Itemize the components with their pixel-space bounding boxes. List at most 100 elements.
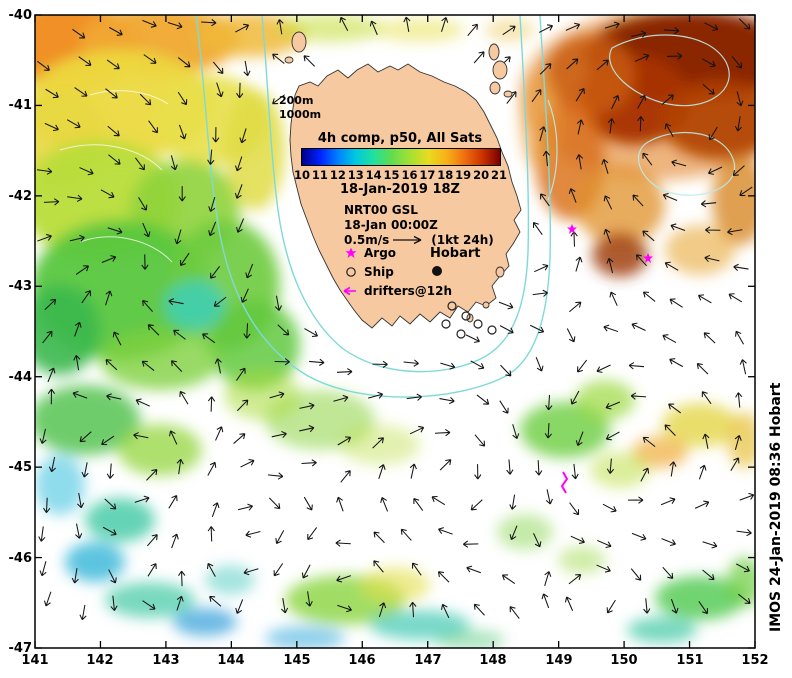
colorbar-tick: 16	[401, 168, 418, 182]
current-vector-arrow	[171, 533, 179, 549]
current-vector-arrow	[575, 87, 585, 102]
y-axis-tick-label: -42	[8, 189, 33, 204]
current-vector-arrow	[670, 223, 686, 232]
current-vector-arrow	[466, 565, 481, 574]
current-vector-arrow	[596, 564, 611, 573]
bathymetry-contour-200m	[261, 15, 530, 373]
current-vector-arrow	[566, 58, 579, 70]
current-vector-arrow	[336, 575, 352, 583]
current-vector-arrow	[147, 563, 157, 577]
x-axis-tick-label: 151	[676, 653, 704, 668]
current-vector-arrow	[698, 464, 707, 480]
current-vector-arrow	[439, 459, 452, 471]
y-axis-tick-label: -41	[8, 98, 33, 113]
current-vector-arrow	[277, 324, 290, 336]
current-vector-arrow	[74, 87, 88, 97]
current-vector-arrow	[36, 167, 53, 175]
current-vector-arrow	[637, 116, 645, 132]
vector-scale-note: (1kt 24h)	[431, 233, 494, 247]
current-vector-arrow	[108, 569, 117, 584]
current-vector-arrow	[568, 574, 582, 585]
current-vector-arrow	[662, 192, 678, 201]
current-vector-arrow	[177, 91, 188, 106]
current-vector-arrow	[730, 457, 740, 472]
current-vector-arrow	[437, 571, 450, 583]
current-vector-arrow	[440, 17, 449, 32]
argo-marker	[643, 253, 653, 263]
current-vector-arrow	[539, 126, 547, 142]
current-vector-arrow	[602, 503, 617, 513]
current-vector-arrow	[571, 463, 579, 480]
current-vector-arrow	[148, 120, 158, 134]
current-vector-arrow	[671, 159, 687, 167]
current-vector-arrow	[211, 502, 220, 518]
current-vector-arrow	[539, 63, 552, 75]
current-vector-arrow	[337, 436, 352, 446]
current-vector-arrow	[727, 227, 743, 236]
current-vector-arrow	[168, 495, 178, 509]
composite-datetime: 18-Jan-2019 18Z	[340, 182, 460, 197]
current-vector-arrow	[534, 263, 549, 273]
legend-drifters-label: drifters@12h	[364, 284, 453, 298]
flinders-island	[492, 60, 508, 80]
vector-scale-value: 0.5m/s	[344, 233, 390, 247]
current-vector-arrow	[597, 539, 612, 549]
current-vector-arrow	[403, 359, 419, 367]
current-vector-arrow	[44, 298, 57, 311]
current-vector-arrow	[499, 400, 509, 414]
current-vector-arrow	[101, 435, 115, 446]
current-vector-arrow	[169, 430, 178, 445]
current-vector-arrow	[627, 496, 644, 504]
current-vector-arrow	[728, 293, 743, 303]
x-axis-tick-label: 152	[741, 653, 769, 668]
legend-ship-label: Ship	[364, 265, 394, 279]
cape-barren-island	[489, 81, 501, 95]
current-vector-arrow	[378, 464, 386, 479]
current-vector-arrow	[272, 94, 285, 105]
y-axis-tick-label: -47	[8, 641, 33, 656]
current-vector-arrow	[577, 359, 588, 373]
flinders-island	[488, 43, 500, 61]
current-vector-arrow	[473, 51, 485, 64]
x-axis-tick-label: 150	[610, 653, 638, 668]
current-vector-arrow	[705, 226, 721, 234]
current-vector-arrow	[274, 358, 290, 366]
king-island	[291, 31, 307, 53]
current-vector-arrow	[499, 325, 514, 334]
current-vector-arrow	[146, 469, 158, 481]
current-vector-arrow	[606, 458, 615, 474]
current-vector-arrow	[643, 598, 651, 614]
current-vector-arrow	[178, 124, 187, 140]
current-vector-arrow	[535, 356, 544, 372]
current-vector-arrow	[234, 156, 243, 172]
current-vector-arrow	[596, 364, 611, 373]
current-vector-arrow	[502, 25, 516, 36]
current-vector-arrow	[141, 360, 155, 371]
current-vector-arrow	[75, 265, 89, 275]
current-vector-arrow	[731, 55, 743, 69]
current-vector-arrow	[538, 24, 554, 33]
current-vector-arrow	[45, 88, 59, 99]
current-vector-arrow	[142, 600, 156, 610]
current-vector-arrow	[142, 19, 157, 28]
colorbar-tick: 15	[383, 168, 400, 182]
current-vector-arrow	[139, 93, 152, 106]
current-vector-arrow	[439, 396, 455, 405]
x-axis-tick-label: 143	[152, 653, 180, 668]
current-vector-arrow	[305, 591, 313, 607]
current-vector-arrow	[201, 19, 217, 27]
current-vector-arrow	[77, 492, 85, 509]
current-vector-arrow	[545, 394, 553, 411]
current-vector-arrow	[280, 598, 289, 614]
current-vector-arrow	[178, 186, 186, 202]
current-vector-arrow	[668, 403, 682, 414]
scale-arrow-icon	[393, 235, 422, 245]
current-vector-arrow	[412, 562, 422, 576]
current-vector-arrow	[43, 198, 60, 206]
current-vector-arrow	[409, 463, 417, 479]
eddy-contours-layer	[547, 34, 736, 201]
current-vector-arrow	[39, 561, 47, 577]
current-vector-arrow	[267, 472, 284, 480]
colorbar-tick: 11	[311, 168, 328, 182]
